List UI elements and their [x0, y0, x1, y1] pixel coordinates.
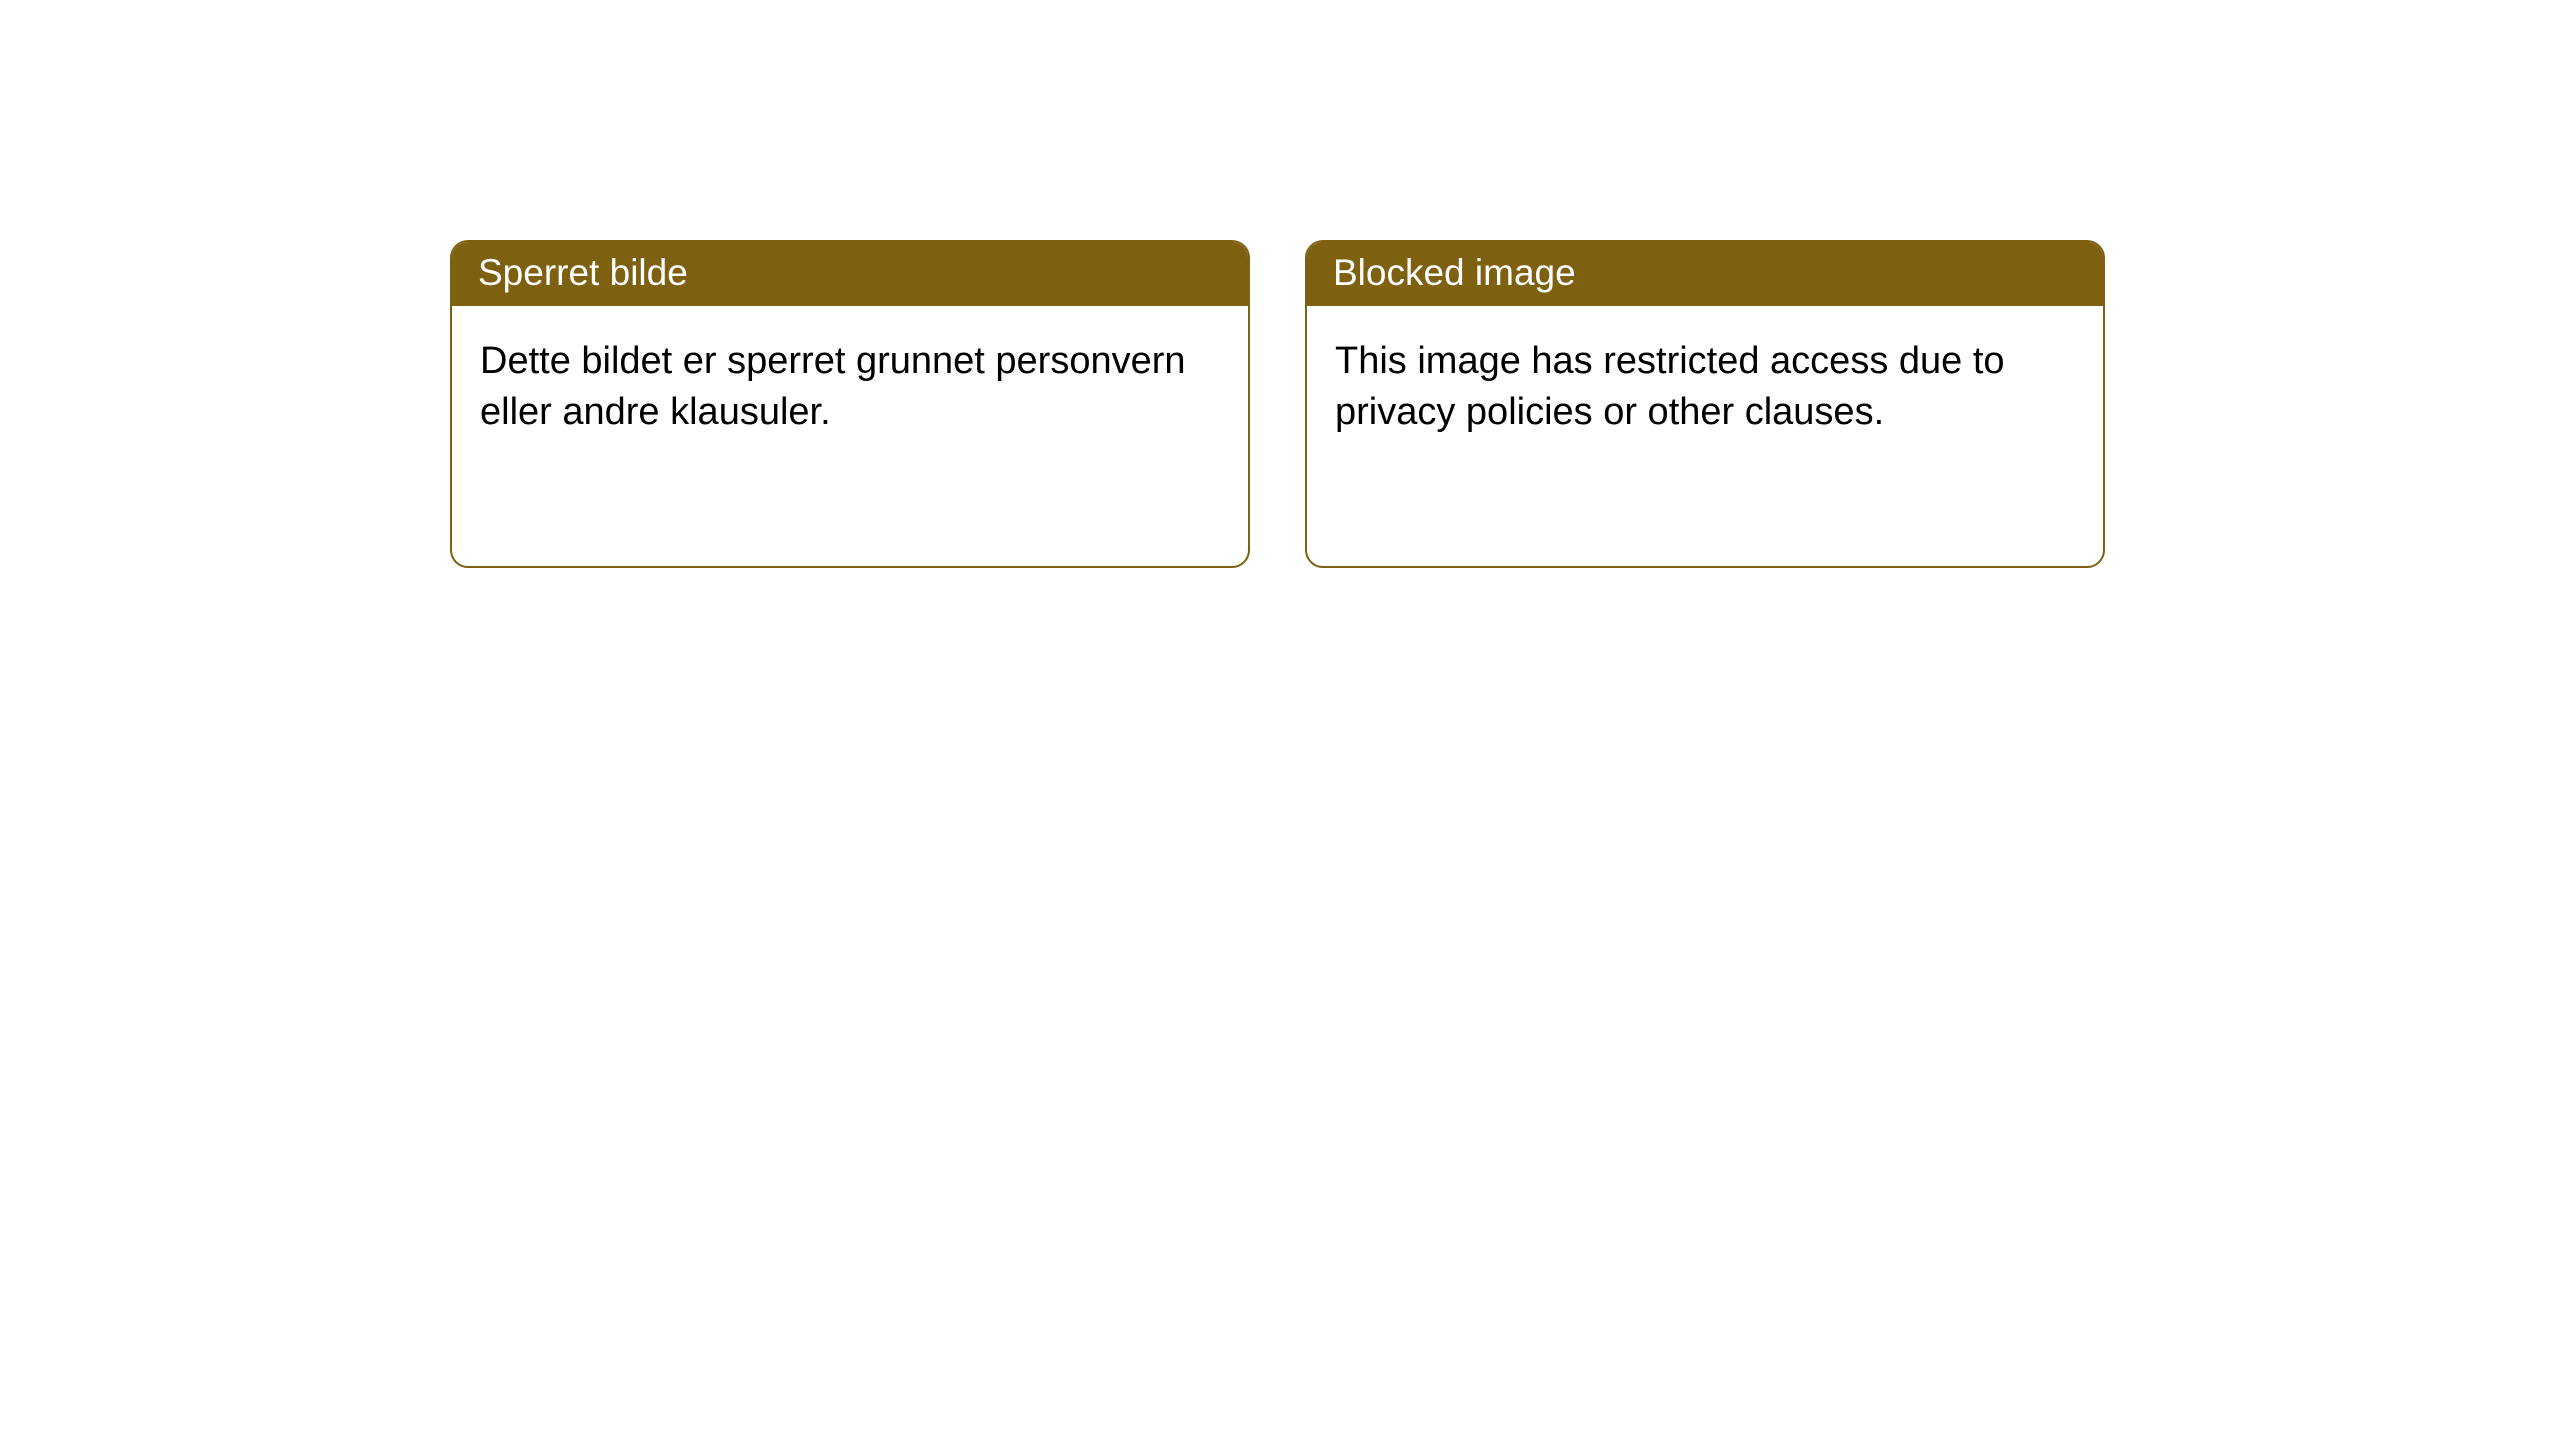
notice-body: This image has restricted access due to … — [1307, 306, 2103, 566]
notice-title: Blocked image — [1307, 242, 2103, 306]
notice-title: Sperret bilde — [452, 242, 1248, 306]
notice-card-english: Blocked image This image has restricted … — [1305, 240, 2105, 568]
notice-body: Dette bildet er sperret grunnet personve… — [452, 306, 1248, 566]
notice-card-norwegian: Sperret bilde Dette bildet er sperret gr… — [450, 240, 1250, 568]
notice-container: Sperret bilde Dette bildet er sperret gr… — [0, 0, 2560, 568]
